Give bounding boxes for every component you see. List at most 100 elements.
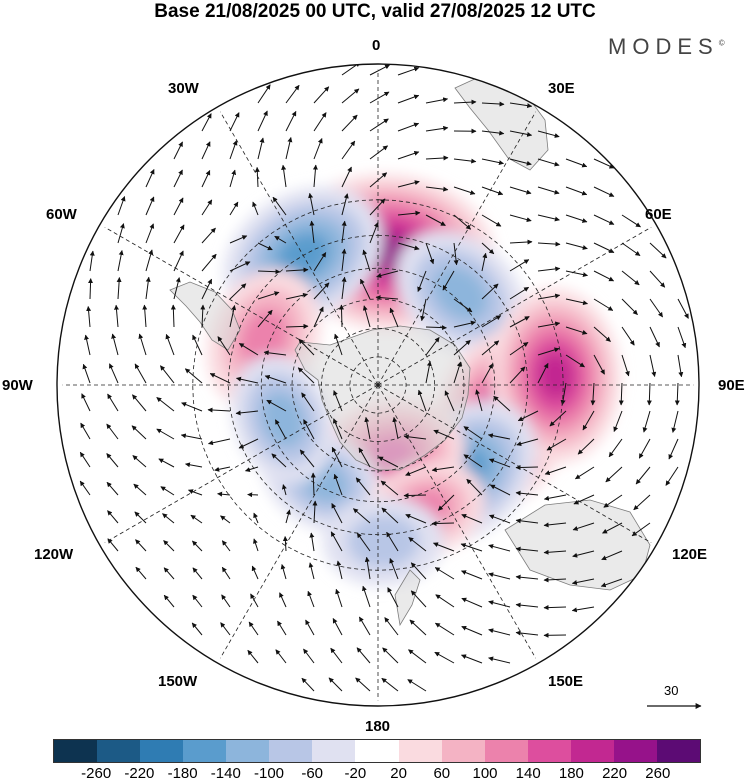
wind-arrow <box>410 562 427 580</box>
wind-arrow <box>593 158 615 169</box>
wind-arrow <box>173 277 181 300</box>
wind-arrow <box>303 419 315 440</box>
colorbar-swatch <box>269 740 313 762</box>
wind-arrow <box>397 242 420 251</box>
wind-arrow <box>313 138 323 160</box>
latitude-circle <box>260 267 496 503</box>
wind-arrow <box>207 407 231 413</box>
wind-arrow <box>173 169 183 188</box>
wind-arrow <box>79 451 91 468</box>
wind-arrow <box>362 585 371 608</box>
wind-arrow <box>621 298 638 315</box>
wind-arrow <box>165 333 175 356</box>
brand-logo: MODES© <box>608 34 725 60</box>
wind-arrow <box>341 193 349 216</box>
wind-arrow <box>308 192 315 216</box>
south-america-land <box>169 281 241 351</box>
wind-arrow <box>408 537 427 552</box>
wind-arrow <box>537 293 561 300</box>
wind-arrow <box>331 503 343 524</box>
lon-label-120w: 120W <box>34 546 74 563</box>
wind-arrow <box>330 531 343 552</box>
wind-arrow <box>173 224 185 244</box>
wind-arrow <box>134 511 147 524</box>
wind-arrow <box>107 393 119 412</box>
wind-arrow <box>537 130 560 138</box>
wind-arrow <box>403 492 427 498</box>
wind-arrow <box>80 422 91 440</box>
wind-arrow <box>285 509 291 524</box>
wind-arrow <box>192 594 203 608</box>
wind-arrow <box>312 164 318 188</box>
wind-arrow <box>608 438 623 458</box>
wind-arrow <box>618 382 624 406</box>
colorbar-tick-label: -260 <box>81 765 112 782</box>
wind-arrow <box>602 522 623 534</box>
wind-arrow <box>341 140 356 160</box>
wind-arrow <box>229 235 248 244</box>
wind-arrow <box>635 466 651 485</box>
wind-arrow <box>257 309 273 328</box>
wind-arrow <box>145 169 155 188</box>
wind-arrow <box>201 141 211 160</box>
wind-arrow <box>86 306 92 328</box>
wind-arrow <box>425 242 435 265</box>
wind-arrow <box>247 492 259 498</box>
wind-arrow <box>649 270 666 288</box>
wind-arrow <box>600 578 623 588</box>
wind-arrow <box>572 522 595 531</box>
colorbar-ticks: -260 -220 -180 -140 -100 -60 -20 20 60 100 140 180 2… <box>0 765 750 783</box>
wind-arrow <box>280 564 287 580</box>
wind-arrow <box>565 354 585 368</box>
wind-arrow <box>116 277 122 300</box>
wind-arrow <box>605 466 623 483</box>
wind-arrow <box>81 393 91 412</box>
wind-arrow <box>509 214 532 223</box>
wind-arrow <box>369 64 391 76</box>
wind-arrow <box>481 315 502 328</box>
colorbar-tick-label: -20 <box>344 765 367 782</box>
wind-arrow <box>192 567 203 580</box>
wind-arrow <box>369 222 379 244</box>
colorbar-swatch <box>355 740 399 762</box>
wind-arrow <box>537 186 560 195</box>
wind-arrow <box>397 180 420 188</box>
wind-arrow <box>84 334 91 356</box>
wind-arrow <box>339 304 345 328</box>
wind-arrow <box>221 540 231 552</box>
colorbar-swatch <box>54 740 98 762</box>
wind-arrow <box>369 198 386 216</box>
colorbar-swatch <box>656 740 700 762</box>
wind-arrow <box>253 538 259 552</box>
wind-arrow <box>509 366 526 384</box>
wind-arrow <box>488 544 511 552</box>
wind-arrow <box>277 620 287 636</box>
wind-arrow <box>453 214 472 230</box>
wind-arrow <box>571 578 595 585</box>
wind-arrow <box>353 508 371 524</box>
wind-arrow <box>145 276 151 300</box>
wind-arrow <box>214 466 231 472</box>
wind-arrow <box>162 513 175 524</box>
wind-arrow <box>397 150 420 160</box>
wind-arrow <box>481 158 504 166</box>
wind-arrow <box>453 361 462 384</box>
wind-arrow <box>356 532 371 552</box>
wind-arrow <box>263 350 287 356</box>
meridian-line <box>377 384 537 659</box>
wind-arrow <box>135 566 147 580</box>
wind-arrow <box>397 66 420 76</box>
wind-arrow <box>369 145 389 160</box>
wind-arrow <box>593 270 615 282</box>
wind-arrow <box>114 304 119 328</box>
wind-arrow <box>546 438 567 451</box>
colorbar-tick-label: -60 <box>301 765 324 782</box>
wind-arrow <box>613 410 623 432</box>
wind-arrow <box>543 605 567 611</box>
wind-arrow <box>560 382 567 406</box>
wind-arrow <box>173 197 184 216</box>
wind-arrow <box>145 196 155 216</box>
wind-arrow <box>190 514 203 524</box>
wind-arrow <box>397 94 420 104</box>
wind-arrow <box>565 158 588 168</box>
